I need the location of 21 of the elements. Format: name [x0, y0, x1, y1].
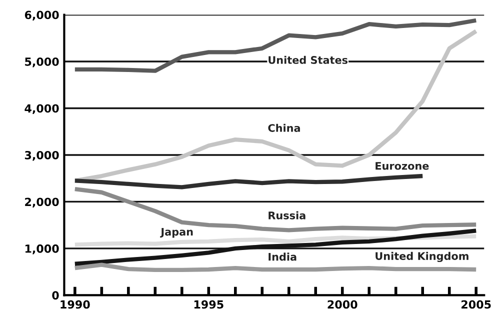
series-label: United States — [268, 56, 348, 64]
series-label: Japan — [160, 228, 193, 238]
y-tick-label: 4,000 — [24, 104, 59, 114]
x-tick-label: 1990 — [60, 300, 90, 309]
y-tick-label: 6,000 — [24, 10, 59, 21]
x-tick-label: 1995 — [194, 300, 224, 309]
x-tick-label: 2005 — [462, 300, 491, 309]
line-series — [72, 29, 478, 183]
line-series — [72, 174, 425, 190]
series-label: United Kingdom — [376, 252, 468, 262]
series-label: India — [268, 252, 296, 261]
series-label: China — [268, 124, 300, 132]
y-tick-label: 3,000 — [24, 150, 59, 161]
y-tick-label: 5,000 — [25, 57, 59, 68]
x-tick-label: 2000 — [328, 300, 358, 309]
series-label: Eurozone — [376, 162, 429, 170]
line-series — [72, 18, 478, 73]
series-label: Russia — [268, 211, 306, 220]
y-tick-label: 1,000 — [25, 244, 59, 254]
y-tick-label: 2,000 — [25, 198, 59, 208]
y-tick-label: 0 — [52, 291, 59, 300]
